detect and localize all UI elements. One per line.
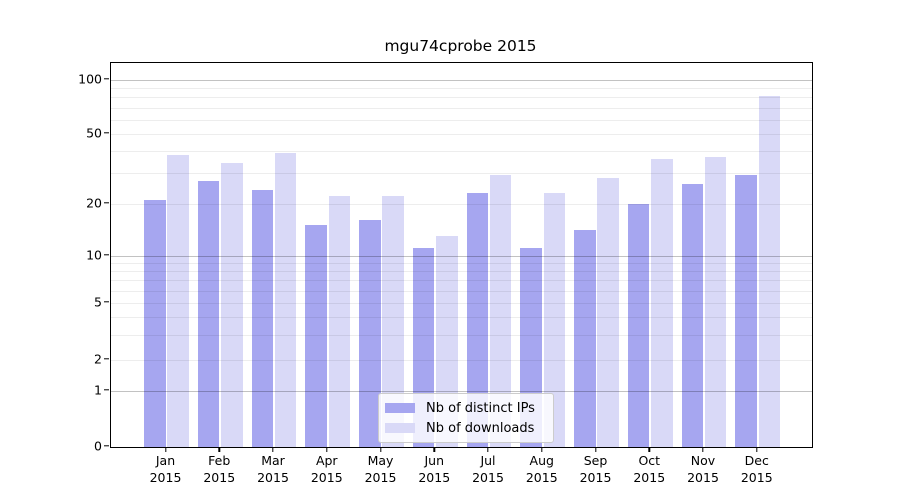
minor-gridline-20 (111, 203, 812, 205)
x-tick-may (379, 447, 382, 452)
x-tick-mar (272, 447, 274, 452)
minor-gridline-7 (111, 279, 812, 281)
chart-title: mgu74cprobe 2015 (384, 37, 537, 55)
bar-downloads-feb (221, 163, 243, 447)
x-tick-label-feb: Feb 2015 (203, 453, 236, 485)
minor-gridline-2 (111, 360, 812, 361)
minor-gridline-70 (111, 107, 812, 109)
minor-gridline-60 (111, 119, 812, 121)
y-tick-label-50: 50 (86, 125, 102, 141)
minor-gridline-80 (111, 97, 812, 99)
x-tick-sep (594, 447, 597, 452)
minor-gridline-50 (111, 134, 812, 135)
bar-downloads-oct (651, 158, 673, 447)
bar-downloads-may (382, 196, 404, 447)
bar-distinct-ips-dec (735, 175, 757, 447)
y-tick-label-5: 5 (94, 294, 102, 310)
minor-gridline-6 (111, 290, 812, 292)
x-tick-oct (648, 447, 650, 452)
bar-downloads-mar (274, 152, 297, 447)
x-tick-label-apr: Apr 2015 (310, 453, 343, 485)
bar-downloads-dec (758, 96, 781, 447)
x-tick-feb (218, 447, 220, 452)
minor-gridline-3 (111, 334, 812, 336)
bar-distinct-ips-mar (251, 189, 274, 447)
y-tick-5 (104, 301, 109, 303)
legend-swatch-distinct-ips (385, 403, 415, 413)
legend-item-distinct-ips: Nb of distinct IPs (385, 399, 547, 418)
x-tick-aug (541, 447, 543, 452)
x-tick-label-dec: Dec 2015 (740, 453, 773, 485)
bar-downloads-apr (328, 196, 351, 447)
bar-downloads-nov (704, 156, 727, 447)
x-tick-label-mar: Mar 2015 (257, 453, 289, 485)
y-tick-100 (104, 78, 109, 80)
minor-gridline-40 (111, 150, 812, 152)
bar-downloads-jan (167, 154, 189, 447)
minor-gridline-30 (111, 172, 812, 174)
x-tick-label-may: May 2015 (364, 453, 397, 485)
x-tick-apr (326, 447, 328, 452)
x-tick-label-nov: Nov 2015 (687, 453, 719, 485)
major-gridline-100 (111, 80, 812, 81)
y-tick-1 (104, 388, 109, 391)
x-tick-label-jun: Jun 2015 (418, 453, 451, 485)
x-tick-nov (702, 447, 704, 452)
x-tick-jun (433, 447, 435, 452)
y-tick-label-100: 100 (78, 71, 102, 87)
bar-distinct-ips-sep (574, 230, 596, 447)
plot-area: Nb of distinct IPs Nb of downloads (110, 62, 813, 448)
y-tick-2 (104, 358, 109, 360)
minor-gridline-8 (111, 270, 812, 272)
x-tick-jul (487, 447, 489, 452)
minor-gridline-9 (111, 262, 812, 264)
y-tick-label-20: 20 (86, 195, 102, 210)
bar-distinct-ips-jul (466, 192, 489, 447)
x-tick-label-oct: Oct 2015 (633, 453, 666, 485)
y-tick-10 (104, 253, 109, 256)
y-tick-label-10: 10 (86, 247, 102, 262)
major-gridline-10 (111, 255, 812, 257)
y-tick-50 (104, 132, 109, 134)
legend-label-distinct-ips: Nb of distinct IPs (426, 400, 535, 416)
x-tick-label-sep: Sep 2015 (579, 453, 612, 485)
bar-distinct-ips-apr (305, 225, 327, 447)
bar-downloads-aug (543, 192, 566, 447)
x-tick-dec (756, 447, 758, 452)
bar-distinct-ips-jan (144, 199, 166, 447)
bar-distinct-ips-oct (627, 203, 650, 447)
major-gridline-1 (111, 390, 812, 392)
legend: Nb of distinct IPs Nb of downloads (378, 393, 554, 443)
bar-distinct-ips-nov (681, 183, 704, 447)
x-tick-label-jan: Jan 2015 (149, 453, 182, 485)
minor-gridline-90 (111, 88, 812, 90)
bar-distinct-ips-may (359, 220, 381, 447)
y-tick-label-0: 0 (94, 438, 102, 454)
x-tick-label-aug: Aug 2015 (525, 453, 558, 485)
legend-label-downloads: Nb of downloads (426, 420, 535, 436)
minor-gridline-4 (111, 316, 812, 318)
grid-layer (111, 63, 812, 447)
y-tick-label-2: 2 (94, 351, 102, 367)
y-tick-20 (104, 201, 109, 204)
legend-swatch-downloads (385, 423, 415, 433)
bars-layer (111, 63, 812, 447)
bar-downloads-sep (597, 177, 619, 447)
bar-downloads-jul (489, 175, 512, 447)
minor-gridline-5 (111, 303, 812, 304)
bar-distinct-ips-feb (197, 180, 220, 447)
x-tick-jan (164, 447, 167, 452)
legend-item-downloads: Nb of downloads (385, 419, 547, 438)
y-tick-label-1: 1 (94, 382, 102, 397)
y-tick-0 (104, 445, 109, 447)
x-tick-label-jul: Jul 2015 (472, 453, 504, 485)
